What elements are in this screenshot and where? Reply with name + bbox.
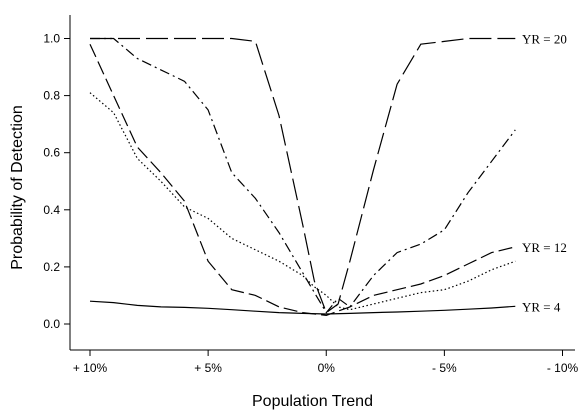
series-line-2 bbox=[89, 92, 516, 311]
x-tick-label: - 5% bbox=[432, 361, 457, 375]
x-tick-label: + 5% bbox=[194, 361, 222, 375]
y-axis-title: Probability of Detection bbox=[9, 105, 26, 270]
series-line-4 bbox=[90, 37, 516, 314]
series-label: YR = 20 bbox=[522, 32, 567, 47]
y-tick-label: 0.8 bbox=[43, 89, 60, 103]
series-lines bbox=[89, 37, 516, 317]
axes bbox=[69, 15, 575, 351]
y-axis-ticks: 0.0 0.2 0.4 0.6 0.8 1.0 bbox=[43, 32, 70, 331]
y-tick-label: 0.4 bbox=[43, 203, 60, 217]
x-axis-ticks: + 10% + 5% 0% - 5% - 10% bbox=[73, 350, 579, 375]
y-tick-label: 1.0 bbox=[43, 32, 60, 46]
series-label: YR = 4 bbox=[522, 299, 561, 314]
series-label: YR = 12 bbox=[522, 240, 567, 255]
x-tick-label: 0% bbox=[318, 361, 336, 375]
y-tick-label: 0.2 bbox=[43, 260, 60, 274]
series-line-1 bbox=[89, 300, 516, 315]
series-line-5 bbox=[90, 37, 516, 314]
x-axis-title: Population Trend bbox=[252, 393, 373, 410]
series-labels: YR = 4 YR = 12 YR = 20 bbox=[522, 32, 567, 315]
x-tick-label: - 10% bbox=[547, 361, 579, 375]
y-tick-label: 0.6 bbox=[43, 146, 60, 160]
x-tick-label: + 10% bbox=[73, 361, 108, 375]
series-line-3 bbox=[89, 43, 516, 317]
y-tick-label: 0.0 bbox=[43, 317, 60, 331]
